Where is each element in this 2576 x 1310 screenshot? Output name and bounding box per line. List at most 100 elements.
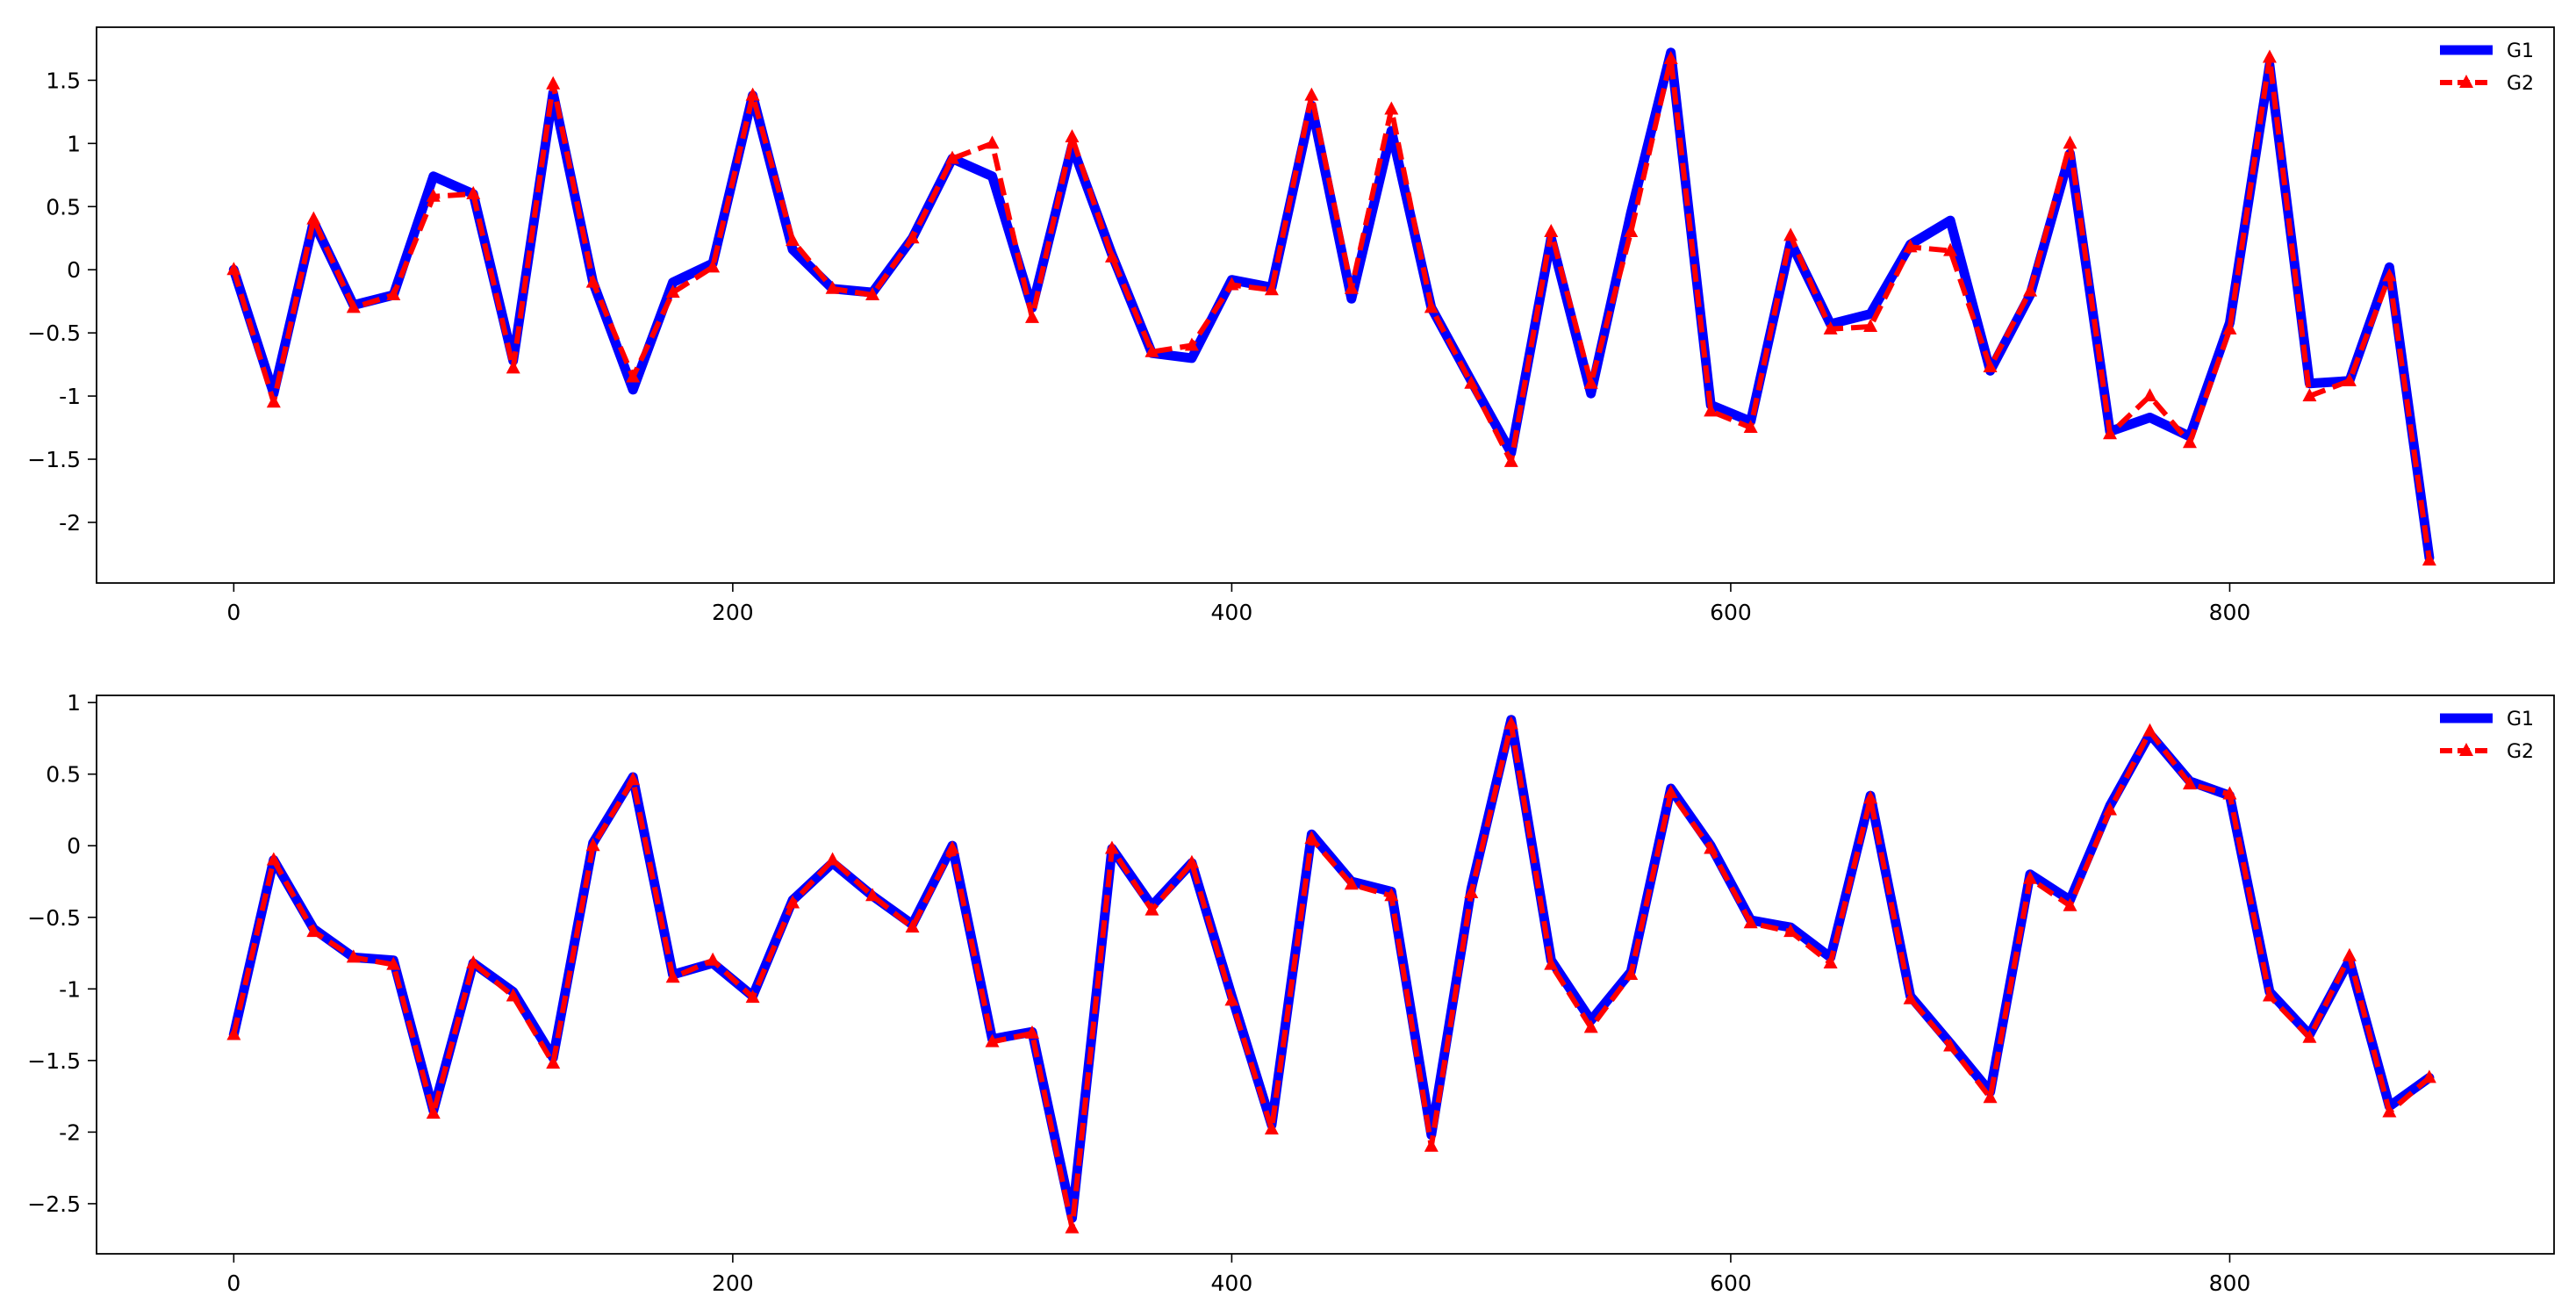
data-point-G2	[1065, 129, 1080, 143]
data-point-G2	[1983, 358, 1998, 372]
y-tick-label: 1	[67, 131, 81, 156]
data-point-G2	[426, 188, 441, 202]
data-point-G2	[1743, 915, 1758, 929]
data-point-G2	[2422, 1069, 2436, 1083]
data-point-G2	[1424, 299, 1439, 313]
data-point-G2	[2103, 426, 2118, 440]
data-point-G2	[706, 952, 721, 966]
x-tick-label: 200	[712, 600, 754, 625]
series-line-G2	[231, 54, 2432, 561]
x-tick-label: 0	[226, 1270, 240, 1296]
legend-label-G2: G2	[2507, 73, 2534, 95]
data-point-G2	[1863, 318, 1878, 332]
data-point-G2	[1544, 956, 1559, 970]
data-point-G2	[2222, 786, 2237, 800]
data-point-G2	[945, 840, 960, 854]
data-point-G2	[2342, 372, 2357, 386]
data-point-G2	[306, 924, 321, 938]
data-point-G2	[2422, 552, 2436, 566]
y-tick-label: -2	[59, 510, 81, 536]
x-tick-label: 200	[712, 1270, 754, 1296]
data-point-G2	[506, 988, 520, 1002]
data-point-G2	[466, 185, 481, 199]
x-tick-label: 400	[1211, 600, 1253, 625]
data-point-G2	[786, 233, 800, 247]
y-tick-label: −2.5	[27, 1191, 81, 1217]
series-line-G1	[228, 47, 2435, 563]
data-point-G2	[2142, 388, 2157, 402]
y-tick-label: 0	[67, 257, 81, 283]
data-point-G2	[1344, 280, 1359, 294]
y-tick-label: −1.5	[27, 1048, 81, 1074]
x-tick-label: 800	[2209, 1270, 2251, 1296]
data-point-G2	[2382, 1104, 2397, 1118]
data-point-G2	[306, 211, 321, 225]
data-point-G2	[1903, 990, 1918, 1004]
y-tick-label: -1	[59, 976, 81, 1002]
data-point-G2	[1943, 242, 1958, 256]
data-point-G2	[2063, 897, 2077, 911]
data-point-G2	[546, 76, 561, 90]
data-point-G2	[1464, 885, 1479, 899]
y-tick-label: 1.5	[46, 68, 81, 93]
data-point-G2	[2182, 435, 2197, 449]
data-point-G2	[2063, 135, 2077, 149]
legend-label-G2: G2	[2507, 741, 2534, 763]
data-point-G2	[2142, 723, 2157, 737]
data-point-G2	[1424, 1138, 1439, 1152]
data-point-G2	[745, 87, 760, 101]
data-point-G2	[1065, 1220, 1080, 1234]
legend-label-G1: G1	[2507, 709, 2534, 731]
data-point-G2	[346, 299, 361, 313]
y-tick-label: 0.5	[46, 194, 81, 220]
data-point-G2	[2222, 320, 2237, 335]
plot-frame	[96, 695, 2555, 1255]
y-tick-label: -2	[59, 1119, 81, 1145]
data-point-G2	[1104, 248, 1119, 263]
data-point-G2	[665, 284, 680, 299]
data-point-G2	[1903, 239, 1918, 253]
data-point-G2	[1503, 716, 1518, 730]
data-point-G2	[2382, 268, 2397, 282]
data-point-G2	[1104, 840, 1119, 854]
data-point-G2	[1344, 876, 1359, 890]
data-point-G2	[865, 286, 880, 300]
data-point-G2	[506, 360, 520, 374]
x-tick-label: 400	[1211, 1270, 1253, 1296]
x-tick-label: 800	[2209, 600, 2251, 625]
data-point-G2	[2023, 870, 2038, 884]
data-point-G2	[1704, 403, 1719, 417]
data-point-G2	[426, 1105, 441, 1119]
data-point-G2	[1224, 277, 1239, 291]
y-tick-label: 0.5	[46, 762, 81, 788]
data-point-G2	[1583, 1019, 1598, 1033]
data-point-G2	[1743, 420, 1758, 434]
data-point-G2	[1624, 967, 1639, 980]
data-point-G2	[2023, 283, 2038, 297]
data-point-G2	[2103, 802, 2118, 816]
top-chart: -2 −1.5 -1 −0.5 0 0.5 1 1.5 0 200 400 600 800 G1 G2	[27, 26, 2555, 625]
data-point-G2	[1823, 954, 1838, 968]
x-tick-label: 600	[1710, 1270, 1752, 1296]
data-point-G2	[226, 262, 241, 276]
bottom-chart: −2.5 -2 −1.5 -1 −0.5 0 0.5 1 0 200 400 600 800 G1 G2	[27, 690, 2555, 1296]
data-point-G2	[585, 274, 600, 288]
data-point-G2	[905, 919, 920, 933]
y-tick-label: 1	[67, 690, 81, 716]
data-point-G2	[985, 1033, 1000, 1047]
data-point-G2	[626, 772, 641, 786]
data-point-G2	[1264, 282, 1279, 296]
data-point-G2	[1624, 224, 1639, 238]
data-point-G2	[626, 369, 641, 383]
data-point-G2	[2182, 776, 2197, 790]
data-point-G2	[1783, 924, 1798, 938]
data-point-G2	[825, 852, 840, 866]
data-point-G2	[1024, 309, 1039, 323]
legend-marker-G2	[2459, 75, 2473, 88]
data-point-G2	[1823, 320, 1838, 335]
data-point-G2	[386, 956, 401, 970]
data-point-G2	[1264, 1121, 1279, 1135]
data-point-G2	[2262, 49, 2277, 63]
data-point-G2	[985, 135, 1000, 149]
